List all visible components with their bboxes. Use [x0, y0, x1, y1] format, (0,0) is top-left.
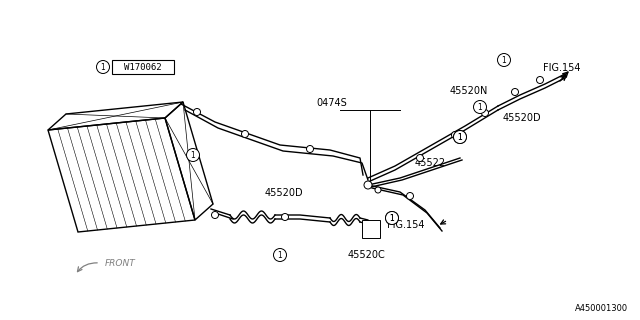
Text: FIG.154: FIG.154	[543, 63, 580, 73]
Circle shape	[186, 148, 200, 162]
Circle shape	[417, 155, 424, 162]
Text: FRONT: FRONT	[105, 259, 136, 268]
Text: 0474S: 0474S	[316, 98, 347, 108]
Bar	[362, 220, 380, 238]
Text: FIG.154: FIG.154	[387, 220, 424, 230]
Text: 1: 1	[278, 251, 282, 260]
Circle shape	[282, 213, 289, 220]
Text: 1: 1	[390, 213, 394, 222]
Circle shape	[193, 108, 200, 116]
Circle shape	[307, 146, 314, 153]
Circle shape	[385, 212, 399, 225]
Circle shape	[385, 212, 399, 225]
Text: 1: 1	[390, 213, 394, 222]
Text: 1: 1	[458, 132, 462, 141]
Text: 45520D: 45520D	[265, 188, 303, 198]
Circle shape	[536, 76, 543, 84]
Text: 1: 1	[100, 62, 106, 71]
Circle shape	[241, 131, 248, 138]
Text: W170062: W170062	[124, 62, 162, 71]
Circle shape	[375, 187, 381, 193]
Circle shape	[273, 249, 287, 261]
Text: 45520C: 45520C	[348, 250, 386, 260]
Text: 45522: 45522	[415, 158, 446, 168]
Circle shape	[406, 193, 413, 199]
Text: 1: 1	[191, 150, 195, 159]
Text: A450001300: A450001300	[575, 304, 628, 313]
Circle shape	[454, 131, 467, 143]
Circle shape	[481, 109, 488, 116]
Circle shape	[451, 132, 458, 139]
Text: 1: 1	[458, 132, 462, 141]
Circle shape	[97, 60, 109, 74]
Circle shape	[497, 53, 511, 67]
Circle shape	[474, 100, 486, 114]
Text: 45520N: 45520N	[450, 86, 488, 96]
Circle shape	[211, 212, 218, 219]
Text: 1: 1	[502, 55, 506, 65]
Bar	[112, 60, 174, 74]
Text: 45520D: 45520D	[503, 113, 541, 123]
Circle shape	[364, 181, 372, 189]
Circle shape	[454, 131, 467, 143]
Circle shape	[511, 89, 518, 95]
Text: 1: 1	[477, 102, 483, 111]
